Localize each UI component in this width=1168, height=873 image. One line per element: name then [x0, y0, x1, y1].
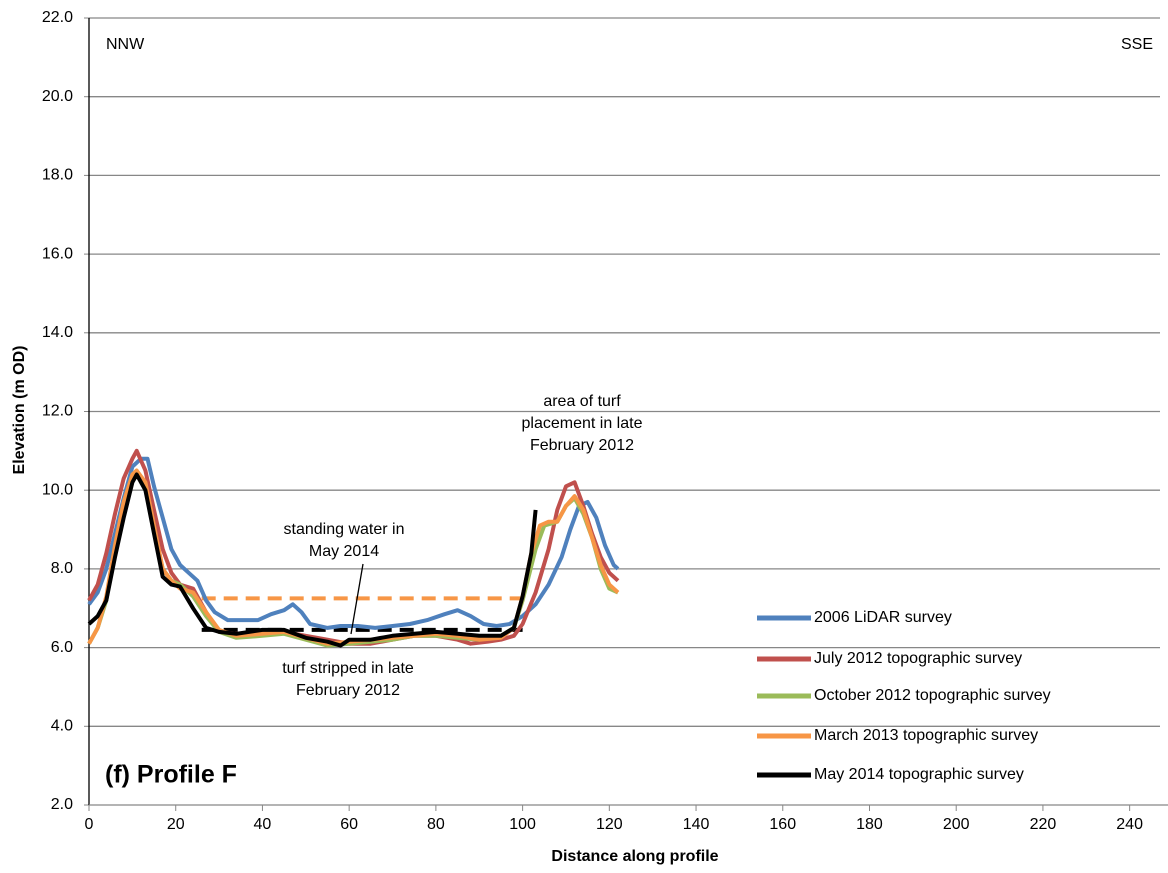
y-tick-label: 10.0	[42, 481, 73, 498]
annotation: SSE	[1121, 36, 1153, 53]
y-tick-label: 12.0	[42, 403, 73, 420]
annotation: February 2012	[530, 437, 634, 454]
x-tick-label: 60	[340, 816, 358, 833]
x-axis-title: Distance along profile	[551, 848, 718, 865]
x-tick-label: 20	[167, 816, 185, 833]
x-tick-label: 180	[856, 816, 883, 833]
annotation: area of turf	[543, 393, 621, 410]
annotation: (f) Profile F	[105, 761, 237, 789]
y-tick-label: 18.0	[42, 167, 73, 184]
annotation: NNW	[106, 36, 145, 53]
legend-label: July 2012 topographic survey	[814, 650, 1022, 667]
x-tick-label: 200	[943, 816, 970, 833]
x-tick-label: 40	[254, 816, 272, 833]
legend-label: 2006 LiDAR survey	[814, 609, 952, 626]
annotation-arrow	[350, 563, 364, 635]
x-tick-label: 0	[85, 816, 94, 833]
y-tick-label: 4.0	[51, 718, 73, 735]
x-tick-label: 220	[1030, 816, 1057, 833]
y-axis-title: Elevation (m OD)	[11, 346, 28, 475]
series-line	[87, 472, 538, 648]
y-tick-label: 2.0	[51, 796, 73, 813]
x-tick-label: 140	[683, 816, 710, 833]
y-tick-label: 8.0	[51, 560, 73, 577]
y-tick-label: 22.0	[42, 9, 73, 26]
x-tick-label: 160	[769, 816, 796, 833]
legend-label: October 2012 topographic survey	[814, 687, 1051, 704]
annotation: February 2012	[296, 682, 400, 699]
annotation: May 2014	[309, 543, 379, 560]
y-tick-label: 14.0	[42, 324, 73, 341]
annotation: standing water in	[284, 521, 405, 538]
y-tick-label: 20.0	[42, 88, 73, 105]
y-tick-label: 6.0	[51, 639, 73, 656]
x-tick-label: 80	[427, 816, 445, 833]
series-line	[87, 456, 620, 630]
legend-label: May 2014 topographic survey	[814, 766, 1024, 783]
x-tick-label: 120	[596, 816, 623, 833]
x-tick-label: 240	[1116, 816, 1143, 833]
annotation: turf stripped in late	[282, 660, 414, 677]
y-tick-label: 16.0	[42, 245, 73, 262]
annotation: placement in late	[522, 415, 643, 432]
legend-label: March 2013 topographic survey	[814, 727, 1038, 744]
x-tick-label: 100	[509, 816, 536, 833]
